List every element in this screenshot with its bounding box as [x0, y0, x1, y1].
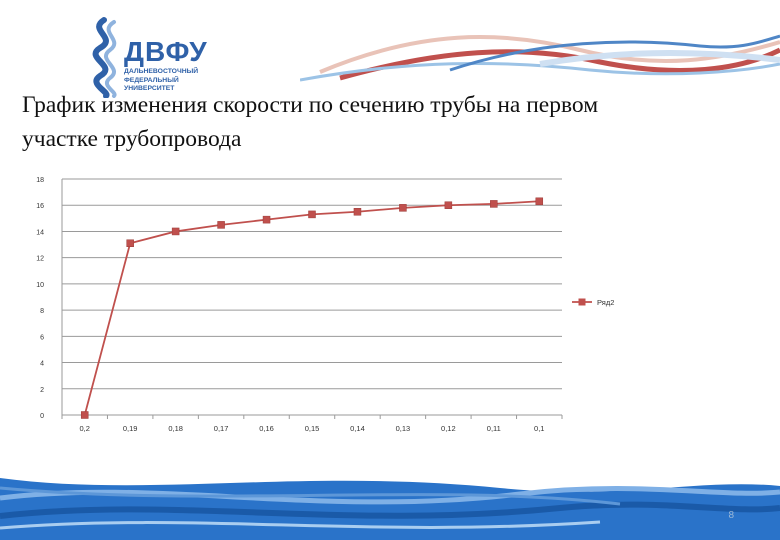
x-tick-label: 0,15	[305, 424, 320, 433]
data-point	[262, 215, 271, 224]
y-tick-label: 16	[36, 203, 44, 210]
x-tick-label: 0,1	[534, 424, 544, 433]
data-point	[444, 201, 453, 209]
y-tick-label: 0	[40, 413, 44, 420]
data-point	[399, 204, 407, 212]
series-line	[83, 200, 540, 416]
x-tick-label: 0,12	[441, 424, 456, 433]
data-point	[217, 221, 225, 229]
x-tick-label: 0,17	[214, 424, 229, 433]
y-tick-label: 12	[36, 256, 44, 263]
x-tick-label: 0,13	[396, 424, 411, 433]
legend-marker	[578, 298, 586, 306]
data-point	[308, 210, 316, 219]
y-tick-label: 10	[36, 282, 44, 289]
page-number: 8	[728, 510, 734, 521]
data-point	[490, 200, 498, 208]
x-tick-label: 0,2	[80, 424, 90, 433]
footer-decoration	[0, 468, 780, 540]
university-logo	[92, 17, 117, 98]
legend-label: Ряд2	[597, 298, 614, 307]
y-tick-label: 4	[40, 361, 44, 368]
x-tick-label: 0,19	[123, 424, 138, 433]
y-tick-label: 18	[36, 177, 44, 184]
x-tick-label: 0,18	[168, 424, 183, 433]
data-point	[535, 197, 544, 206]
data-point	[80, 411, 89, 419]
header-decoration	[300, 34, 780, 82]
y-tick-label: 14	[36, 229, 44, 236]
x-tick-label: 0,14	[350, 424, 365, 433]
data-point	[353, 208, 362, 216]
logo-university-name: ДАЛЬНЕВОСТОЧНЫЙ ФЕДЕРАЛЬНЫЙ УНИВЕРСИТЕТ	[124, 68, 199, 93]
dna-helix-icon	[92, 17, 117, 98]
x-tick-label: 0,16	[259, 424, 274, 433]
velocity-chart: 0 2 4 6 8 10 12 14 16 18 0,2 0,19 0,18 0,17 0,16 0,15 0,…	[36, 177, 614, 433]
y-tick-label: 6	[40, 334, 44, 341]
data-point	[126, 239, 134, 247]
x-tick-label: 0,11	[487, 424, 501, 433]
y-tick-label: 8	[40, 308, 44, 315]
data-point	[171, 227, 180, 236]
logo-wordmark: ДВФУ	[124, 36, 208, 67]
y-tick-label: 2	[40, 387, 44, 394]
slide-title: График изменения скорости по сечению тру…	[22, 92, 599, 152]
